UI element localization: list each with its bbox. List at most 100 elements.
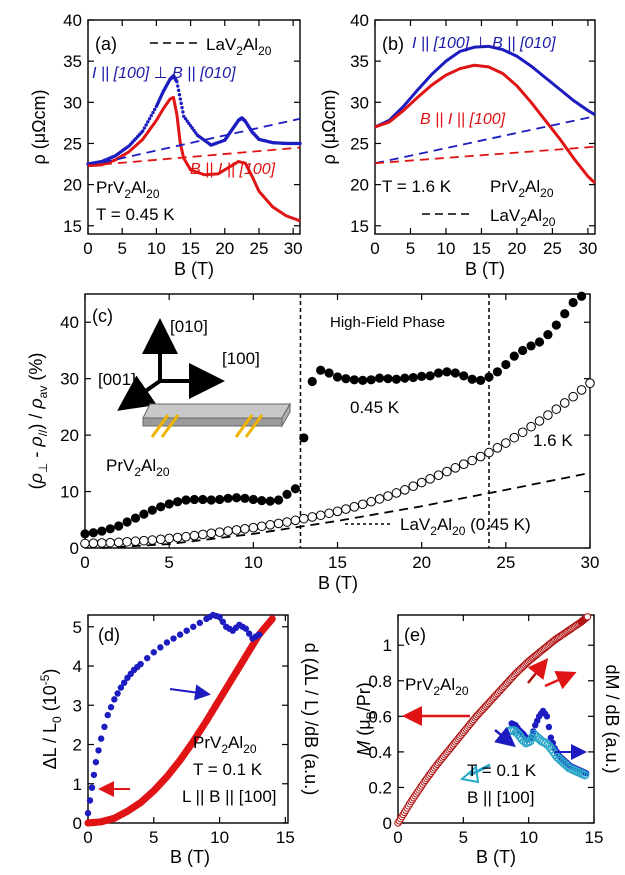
data-point-derivative — [84, 809, 92, 817]
panel-a-legend-label: LaV2Al20 — [206, 35, 272, 58]
data-point-16k — [492, 443, 503, 453]
y-tick-label: 0 — [73, 814, 82, 833]
data-point-16k — [517, 427, 528, 438]
data-point-16k — [458, 459, 469, 469]
panel-c-tag: (c) — [92, 306, 113, 326]
x-tick-label: 5 — [117, 239, 126, 258]
data-point-derivative — [176, 631, 184, 638]
data-point-derivative — [90, 771, 98, 779]
data-point-045k — [400, 373, 410, 383]
data-point — [179, 101, 183, 106]
panel-e-tag: (e) — [404, 625, 426, 645]
data-point-045k — [417, 371, 427, 382]
data-point-045k — [391, 374, 402, 384]
x-tick-label: 15 — [585, 828, 604, 847]
x-tick-label: 5 — [459, 828, 468, 847]
data-point-045k — [408, 372, 418, 383]
data-point — [176, 88, 181, 93]
data-point-045k — [156, 502, 166, 512]
data-point — [180, 105, 184, 110]
data-point — [147, 117, 152, 121]
data-point — [188, 124, 193, 128]
y-tick-label: 30 — [63, 93, 82, 112]
y-tick-label: 1 — [73, 775, 82, 794]
contact-wire-1 — [150, 414, 170, 438]
data-point — [178, 97, 183, 101]
data-point-045k — [501, 359, 511, 370]
data-point — [181, 110, 185, 114]
data-point-16k — [206, 528, 217, 539]
panel-b-compound: PrV2Al20 — [490, 177, 554, 200]
data-point-045k — [105, 524, 115, 534]
data-point — [146, 120, 150, 124]
panel-e-cyan-arrowhead — [459, 765, 480, 784]
data-point-045k — [273, 495, 284, 505]
data-point — [152, 107, 157, 112]
data-point-dmdb-cyan — [580, 770, 590, 780]
x-tick-label: 5 — [164, 553, 173, 572]
data-point-045k — [147, 505, 157, 515]
panel-d-temperature: T = 0.1 K — [193, 760, 263, 779]
y-tick-label: 0.4 — [368, 743, 392, 762]
panel-d-orientation: L || B || [100] — [182, 787, 277, 806]
reference-line-3 — [374, 145, 596, 165]
panel-e-compound: PrV2Al20 — [405, 675, 469, 698]
data-point — [175, 80, 179, 84]
data-point — [177, 92, 182, 97]
y-tick-label: 40 — [60, 313, 79, 332]
data-point-16k — [97, 538, 107, 548]
data-point-045k — [366, 375, 376, 385]
panel-a-red-label: B || I || [100] — [190, 161, 276, 178]
panel-d-ylabel: ΔL / L0 (10-5) — [38, 669, 64, 770]
y-tick-label: 30 — [60, 370, 79, 389]
data-point-045k — [257, 495, 267, 506]
data-point-16k — [307, 512, 318, 522]
data-point-16k — [231, 525, 242, 535]
data-point-derivative — [163, 639, 171, 646]
contact-wire-3 — [234, 414, 254, 438]
panel-e-cyan-arrow — [469, 763, 491, 777]
data-point-16k — [181, 531, 191, 542]
panel-b-tag: (b) — [382, 34, 404, 54]
y-tick-label: 25 — [350, 134, 369, 153]
x-tick-label: 15 — [276, 828, 295, 847]
x-tick-label: 0 — [370, 239, 379, 258]
data-point-magnetization — [583, 613, 592, 621]
panel-c-ylabel: (ρ⊥ - ρ//) / ρav (%) — [26, 353, 50, 490]
x-tick-label: 0 — [393, 828, 402, 847]
panel-e-red-arrow-2 — [544, 670, 577, 690]
data-point-045k — [181, 495, 191, 505]
data-point — [298, 141, 302, 146]
y-tick-label: 0.8 — [368, 672, 392, 691]
data-point — [183, 116, 188, 121]
panel-e-blue-arrow — [494, 726, 516, 748]
x-tick-label: 5 — [406, 239, 415, 258]
data-point — [151, 110, 155, 115]
panel-c-045k-label: 0.45 K — [350, 398, 400, 417]
x-tick-label: 30 — [578, 239, 597, 258]
data-point-045k — [114, 521, 124, 531]
panel-e-temperature: T = 0.1 K — [467, 761, 537, 780]
data-point-derivative — [183, 627, 190, 634]
data-point-045k — [442, 367, 452, 377]
y-tick-label: 40 — [350, 11, 369, 30]
data-point-derivative — [157, 644, 164, 651]
x-tick-label: 10 — [210, 828, 229, 847]
y-tick-label: 25 — [63, 134, 82, 153]
axis-100-label: [100] — [222, 349, 260, 368]
data-point-16k — [585, 378, 595, 388]
data-point-16k — [391, 488, 402, 498]
panel-a-compound: PrV2Al20 — [96, 178, 160, 201]
data-point-16k — [256, 521, 267, 532]
panel-b-xlabel: B (T) — [465, 259, 505, 279]
data-point-045k — [164, 499, 174, 509]
data-point-045k — [223, 493, 233, 503]
y-tick-label: 0.2 — [368, 778, 392, 797]
data-point-16k — [164, 533, 174, 544]
y-tick-label: 0 — [383, 814, 392, 833]
data-point-16k — [526, 421, 536, 432]
data-point-derivative — [101, 723, 108, 731]
data-point-045k — [130, 513, 141, 523]
data-point-16k — [366, 496, 376, 507]
data-point — [176, 84, 180, 88]
